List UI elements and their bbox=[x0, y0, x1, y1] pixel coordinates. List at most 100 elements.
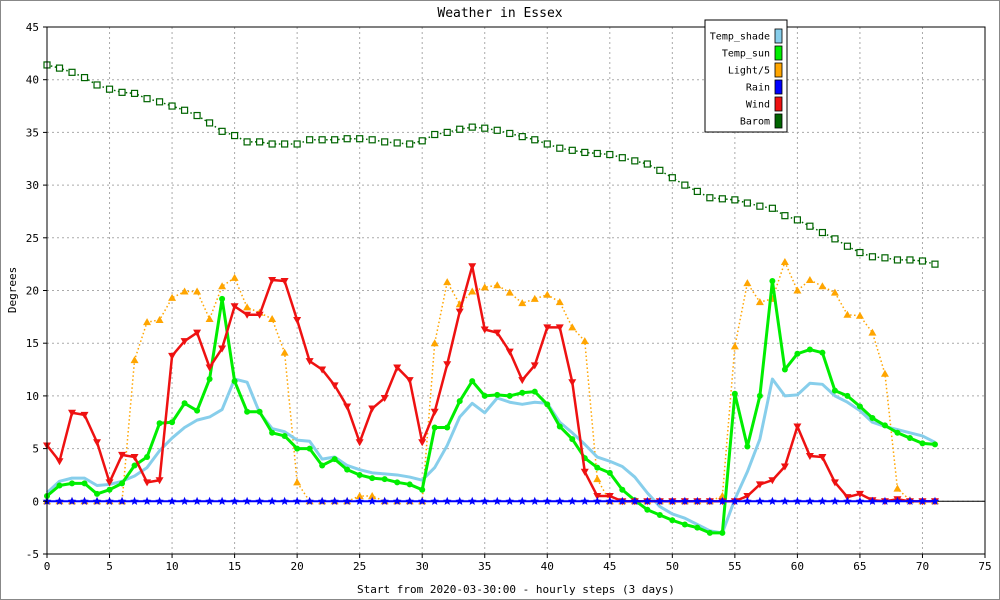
legend-label: Temp_shade bbox=[710, 32, 770, 43]
data-point-barom bbox=[643, 160, 651, 168]
data-point-temp-sun bbox=[294, 445, 301, 452]
data-point-light-5 bbox=[230, 273, 239, 281]
data-point-temp-sun bbox=[769, 278, 776, 285]
data-point-temp-sun bbox=[794, 350, 801, 357]
data-point-wind bbox=[318, 366, 327, 374]
data-point-light-5 bbox=[443, 278, 452, 286]
data-point-wind bbox=[855, 490, 864, 498]
data-point-temp-sun bbox=[194, 407, 201, 414]
data-point-light-5 bbox=[818, 282, 827, 290]
data-point-temp-sun bbox=[431, 424, 438, 431]
tick-labels: 0 5 10 15 20 25 30 35 40 45 50 55 60 65 70 75 -5 0 5 10 15 20… bbox=[26, 21, 992, 573]
series-line-wind bbox=[46, 265, 935, 503]
data-point-barom bbox=[606, 150, 614, 159]
data-point-wind bbox=[143, 479, 152, 487]
data-point-light-5 bbox=[880, 369, 889, 377]
data-point-wind bbox=[755, 481, 764, 489]
data-point-wind bbox=[355, 439, 364, 447]
legend: Temp_shade Temp_sun Light/5 Rain Wind Barom bbox=[704, 19, 788, 133]
data-point-rain bbox=[555, 496, 565, 505]
data-point-rain bbox=[780, 496, 790, 505]
data-point-light-5 bbox=[355, 492, 364, 500]
x-axis-label: Start from 2020-03-30:00 - hourly steps … bbox=[357, 583, 675, 596]
data-point-barom bbox=[243, 138, 251, 146]
data-point-temp-sun bbox=[731, 390, 738, 397]
data-point-wind bbox=[180, 338, 189, 346]
data-point-temp-sun bbox=[706, 529, 713, 536]
x-tick-label: 45 bbox=[603, 560, 616, 573]
data-point-light-5 bbox=[205, 314, 214, 322]
data-point-wind bbox=[80, 411, 89, 419]
x-tick-label: 0 bbox=[44, 560, 51, 573]
data-point-wind bbox=[305, 358, 314, 366]
data-point-wind bbox=[405, 377, 414, 385]
data-point-light-5 bbox=[493, 281, 502, 289]
data-point-barom bbox=[431, 130, 439, 139]
data-point-temp-sun bbox=[469, 378, 476, 385]
data-point-wind bbox=[418, 439, 427, 447]
data-point-light-5 bbox=[180, 287, 189, 295]
data-point-rain bbox=[355, 496, 364, 505]
data-point-rain bbox=[793, 496, 802, 505]
data-point-temp-sun bbox=[719, 529, 726, 536]
data-point-light-5 bbox=[130, 356, 139, 364]
data-point-light-5 bbox=[280, 348, 289, 356]
data-point-temp-sun bbox=[844, 392, 851, 399]
y-axis-label: Degrees bbox=[6, 267, 19, 313]
series-line-temp-shade bbox=[45, 377, 936, 535]
data-point-rain bbox=[918, 496, 927, 505]
y-tick-label: 45 bbox=[26, 21, 39, 34]
data-point-temp-sun bbox=[394, 479, 401, 486]
data-point-barom bbox=[281, 140, 289, 148]
data-point-temp-sun bbox=[181, 400, 188, 407]
y-tick-label: -5 bbox=[26, 548, 39, 561]
data-point-temp-sun bbox=[244, 408, 251, 415]
data-point-wind bbox=[580, 468, 589, 476]
data-point-barom bbox=[756, 202, 764, 210]
data-point-rain bbox=[643, 496, 652, 505]
data-point-barom bbox=[806, 222, 814, 230]
y-tick-label: 35 bbox=[26, 126, 39, 139]
data-point-barom bbox=[205, 119, 214, 127]
data-point-temp-sun bbox=[456, 398, 463, 405]
legend-swatch bbox=[774, 96, 783, 112]
y-tick-label: 15 bbox=[26, 337, 39, 350]
data-point-wind bbox=[130, 454, 139, 462]
data-point-temp-sun bbox=[819, 349, 826, 356]
data-point-light-5 bbox=[868, 328, 877, 336]
data-point-light-5 bbox=[730, 342, 739, 350]
data-point-temp-sun bbox=[556, 423, 563, 430]
data-point-light-5 bbox=[505, 288, 514, 296]
data-point-light-5 bbox=[518, 299, 527, 307]
data-point-barom bbox=[155, 98, 164, 106]
data-point-rain bbox=[80, 496, 89, 505]
data-point-barom bbox=[518, 133, 526, 141]
x-tick-label: 55 bbox=[728, 560, 741, 573]
data-point-light-5 bbox=[268, 314, 277, 322]
y-tick-label: 25 bbox=[26, 232, 39, 245]
data-point-light-5 bbox=[543, 290, 552, 298]
data-point-wind bbox=[443, 361, 452, 369]
data-point-temp-sun bbox=[406, 481, 413, 488]
y-tick-label: 30 bbox=[26, 179, 39, 192]
data-point-temp-sun bbox=[306, 445, 313, 452]
data-point-temp-sun bbox=[69, 480, 76, 487]
data-point-rain bbox=[492, 496, 502, 505]
data-point-barom bbox=[693, 187, 701, 196]
data-point-barom bbox=[818, 228, 827, 237]
data-point-temp-sun bbox=[594, 464, 601, 471]
data-point-barom bbox=[130, 89, 139, 98]
data-point-rain bbox=[230, 496, 239, 505]
data-point-rain bbox=[105, 496, 114, 505]
data-point-rain bbox=[342, 496, 352, 505]
data-point-barom bbox=[143, 95, 151, 103]
data-point-barom bbox=[918, 257, 927, 265]
legend-label: Wind bbox=[746, 100, 770, 111]
data-point-barom bbox=[231, 131, 239, 140]
data-point-rain bbox=[655, 496, 665, 505]
data-point-light-5 bbox=[755, 298, 764, 306]
data-point-barom bbox=[218, 127, 226, 135]
data-point-rain bbox=[380, 496, 389, 505]
data-point-rain bbox=[755, 496, 765, 505]
data-point-barom bbox=[593, 149, 601, 158]
